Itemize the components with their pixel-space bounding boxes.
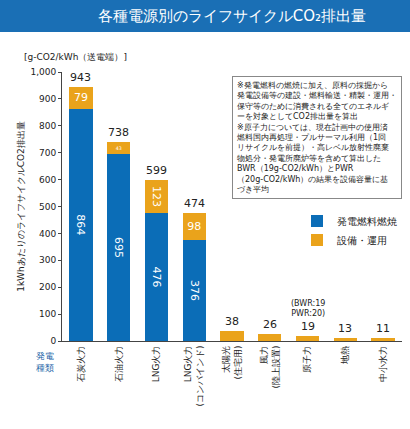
svg-text:43: 43: [116, 146, 122, 151]
svg-text:設備・運用: 設備・運用: [337, 235, 387, 246]
svg-text:695: 695: [112, 237, 125, 258]
svg-text:[g-CO2/kWh（送電端）]: [g-CO2/kWh（送電端）]: [24, 52, 127, 62]
svg-text:123: 123: [150, 186, 163, 207]
svg-text:100: 100: [39, 309, 56, 319]
svg-text:600: 600: [39, 175, 56, 185]
svg-text:太陽光(住宅用): 太陽光(住宅用): [221, 346, 243, 380]
svg-text:474: 474: [184, 197, 205, 210]
svg-text:発電種類: 発電種類: [36, 351, 54, 373]
svg-text:300: 300: [39, 255, 56, 265]
svg-text:風力(陸上設置): 風力(陸上設置): [259, 346, 281, 389]
svg-text:900: 900: [39, 94, 56, 104]
svg-text:石油火力: 石油火力: [114, 346, 124, 382]
svg-text:LNG火力(コンバインド): LNG火力(コンバインド): [183, 346, 205, 407]
svg-text:200: 200: [39, 282, 56, 292]
svg-text:0: 0: [50, 336, 56, 346]
svg-text:中小水力: 中小水力: [378, 346, 388, 382]
svg-text:738: 738: [108, 126, 129, 139]
svg-text:98: 98: [187, 220, 201, 233]
svg-text:19: 19: [301, 320, 315, 333]
svg-text:1kWhあたりのライフサイクルCO2排出量: 1kWhあたりのライフサイクルCO2排出量: [16, 121, 26, 292]
svg-text:38: 38: [225, 315, 239, 328]
svg-text:26: 26: [263, 318, 277, 331]
svg-text:476: 476: [150, 266, 163, 287]
svg-text:各種電源別のライフサイクルCO₂排出量: 各種電源別のライフサイクルCO₂排出量: [98, 7, 366, 25]
svg-text:13: 13: [338, 322, 352, 335]
svg-text:LNG火力: LNG火力: [151, 346, 161, 383]
svg-text:599: 599: [146, 164, 167, 177]
svg-text:石炭火力: 石炭火力: [76, 346, 86, 382]
svg-text:(BWR:19PWR:20): (BWR:19PWR:20): [291, 299, 325, 318]
svg-text:500: 500: [39, 202, 56, 212]
svg-text:943: 943: [70, 71, 91, 84]
svg-text:地熱: 地熱: [340, 346, 350, 365]
svg-text:※発電燃料の燃焼に加え、原料の採掘から発電設備等の建設・燃料: ※発電燃料の燃焼に加え、原料の採掘から発電設備等の建設・燃料輸送・精製・運用・保…: [237, 81, 397, 194]
svg-text:11: 11: [376, 322, 390, 335]
svg-text:800: 800: [39, 121, 56, 131]
svg-text:1,000: 1,000: [30, 67, 56, 77]
svg-text:79: 79: [74, 91, 88, 104]
svg-text:発電燃料燃焼: 発電燃料燃焼: [337, 216, 397, 227]
svg-text:700: 700: [39, 148, 56, 158]
svg-text:400: 400: [39, 229, 56, 239]
svg-text:原子力: 原子力: [302, 346, 312, 373]
svg-text:864: 864: [74, 214, 87, 235]
svg-text:376: 376: [188, 280, 201, 301]
